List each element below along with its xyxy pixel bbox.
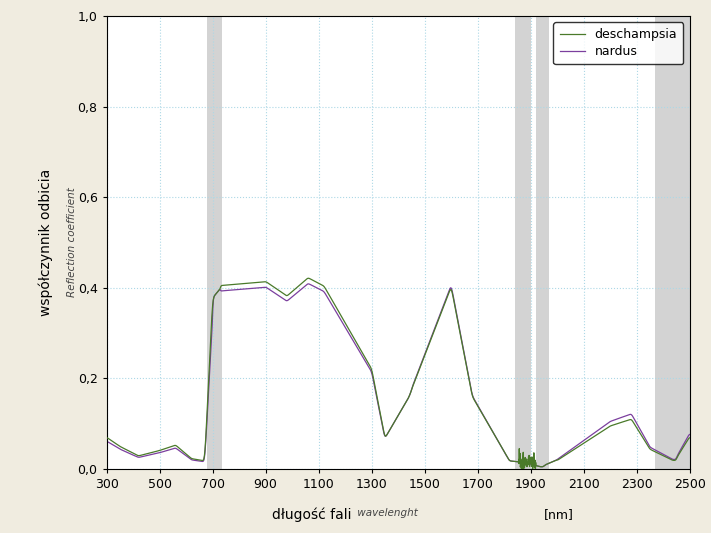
Text: współczynnik odbicia: współczynnik odbicia bbox=[38, 169, 53, 316]
nardus bbox=[137, 454, 145, 460]
deschampsia bbox=[306, 276, 314, 282]
nardus bbox=[574, 441, 582, 448]
Bar bbox=[656, 16, 690, 469]
Text: [nm]: [nm] bbox=[544, 507, 574, 521]
deschampsia bbox=[518, 466, 527, 472]
deschampsia bbox=[257, 279, 265, 285]
Bar bbox=[208, 16, 222, 469]
nardus bbox=[102, 438, 111, 445]
nardus bbox=[306, 281, 314, 287]
Text: wavelenght: wavelenght bbox=[354, 507, 418, 518]
Bar bbox=[515, 16, 530, 469]
deschampsia bbox=[560, 453, 568, 459]
Text: długość fali: długość fali bbox=[272, 507, 351, 522]
deschampsia bbox=[280, 291, 289, 297]
Bar bbox=[536, 16, 549, 469]
deschampsia bbox=[685, 434, 694, 441]
nardus bbox=[304, 281, 313, 287]
deschampsia bbox=[574, 443, 582, 450]
deschampsia bbox=[304, 275, 313, 281]
nardus bbox=[538, 464, 546, 470]
nardus bbox=[685, 431, 694, 438]
Legend: deschampsia, nardus: deschampsia, nardus bbox=[553, 22, 683, 64]
Line: deschampsia: deschampsia bbox=[107, 278, 690, 469]
deschampsia bbox=[137, 452, 145, 458]
Text: Reflection coefficient: Reflection coefficient bbox=[67, 188, 77, 297]
nardus bbox=[257, 285, 265, 291]
Line: nardus: nardus bbox=[107, 284, 690, 467]
nardus bbox=[560, 451, 568, 458]
nardus bbox=[280, 296, 289, 303]
deschampsia bbox=[102, 434, 111, 441]
